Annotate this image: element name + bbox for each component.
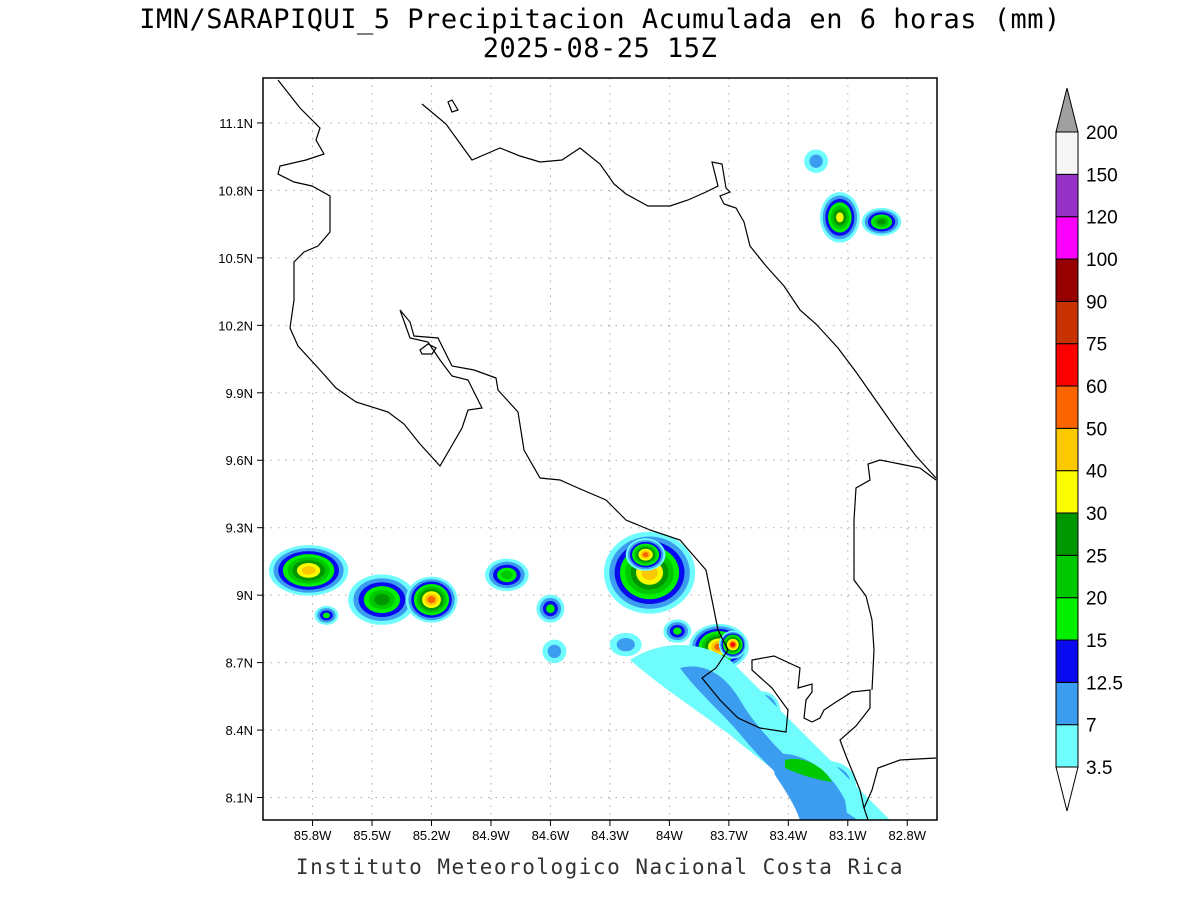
precip-band-south-green — [785, 758, 832, 782]
colorbar-swatch — [1055, 343, 1079, 387]
lon-tick-label: 83.4W — [770, 828, 808, 843]
colorbar-label: 60 — [1086, 377, 1107, 398]
precipitation-layer — [268, 149, 902, 820]
lat-tick-label: 11.1N — [219, 116, 253, 131]
lat-tick-label: 9.6N — [226, 453, 253, 468]
coastline-nicaragua — [277, 79, 871, 820]
colorbar-label: 120 — [1086, 208, 1118, 229]
precip-contour — [546, 604, 555, 614]
precip-contour — [809, 154, 823, 168]
colorbar-swatch — [1055, 724, 1079, 768]
lat-tick-label: 10.8N — [218, 183, 253, 198]
precip-contour — [374, 593, 390, 606]
coastline-islet — [419, 343, 437, 355]
precip-contour — [547, 644, 562, 659]
colorbar-label: 3.5 — [1086, 758, 1112, 779]
colorbar-swatch — [1055, 427, 1079, 472]
lat-tick-label: 9.3N — [226, 521, 253, 536]
precip-contour — [301, 566, 316, 575]
lat-tick-label: 8.1N — [226, 791, 253, 806]
map-valid-time: 2025-08-25 15Z — [482, 33, 718, 64]
lon-tick-label: 84.9W — [472, 828, 510, 843]
lon-tick-label: 82.8W — [888, 828, 926, 843]
lat-tick-label: 8.4N — [226, 723, 253, 738]
precip-band-south — [770, 753, 848, 820]
lat-tick-label: 10.2N — [218, 318, 253, 333]
colorbar-swatch — [1055, 131, 1079, 175]
coastline — [277, 79, 937, 820]
credit-footer: Instituto Meteorologico Nacional Costa R… — [295, 855, 905, 879]
colorbar-swatch — [1055, 385, 1079, 429]
colorbar-label: 200 — [1086, 123, 1118, 144]
precip-contour — [501, 570, 513, 580]
map-background — [263, 78, 937, 820]
precip-contour — [673, 627, 682, 635]
colorbar-label: 40 — [1086, 462, 1107, 483]
colorbar-label: 12.5 — [1086, 673, 1123, 694]
precip-contour — [877, 218, 886, 225]
colorbar-over-triangle — [1055, 87, 1079, 133]
colorbar-label: 90 — [1086, 292, 1107, 313]
lon-tick-label: 85.5W — [353, 828, 391, 843]
colorbar-swatch — [1055, 639, 1079, 683]
colorbar-under-triangle — [1055, 766, 1079, 812]
lon-tick-label: 84.6W — [532, 828, 570, 843]
colorbar-swatch — [1055, 470, 1079, 514]
colorbar-swatch — [1055, 173, 1079, 218]
lat-tick-label: 9.9N — [226, 386, 253, 401]
colorbar-swatch — [1055, 216, 1079, 260]
colorbar-swatch — [1055, 300, 1079, 345]
axis-labels: 11.1N 10.8N 10.5N 10.2N 9.9N 9.6N 9.3N 9N 8.7N 8.… — [218, 116, 926, 843]
precip-contour — [427, 596, 436, 604]
colorbar-label: 75 — [1086, 335, 1107, 356]
lat-tick-label: 9N — [236, 588, 253, 603]
precip-contour — [616, 637, 635, 652]
colorbar-swatch — [1055, 258, 1079, 302]
colorbar-label: 50 — [1086, 419, 1107, 440]
colorbar-label: 30 — [1086, 504, 1107, 525]
precip-contour — [836, 212, 844, 223]
lon-tick-label: 83.7W — [710, 828, 748, 843]
coastline-panama-south — [863, 757, 937, 809]
lon-tick-label: 85.8W — [294, 828, 332, 843]
precip-contour — [322, 612, 331, 619]
map-title: IMN/SARAPIQUI_5 Precipitacion Acumulada … — [139, 4, 1061, 35]
colorbar-swatch — [1055, 681, 1079, 726]
coastline-lake — [447, 99, 459, 113]
colorbar-label: 100 — [1086, 250, 1118, 271]
colorbar-label: 20 — [1086, 589, 1107, 610]
coastline-caribbean — [421, 103, 937, 479]
lat-tick-label: 10.5N — [218, 251, 253, 266]
precip-contour — [730, 642, 735, 647]
colorbar-swatch — [1055, 597, 1079, 641]
lat-tick-label: 8.7N — [226, 656, 253, 671]
lon-tick-label: 85.2W — [413, 828, 451, 843]
lon-tick-label: 83.1W — [829, 828, 867, 843]
colorbar-swatch — [1055, 512, 1079, 556]
colorbar-swatch — [1055, 554, 1079, 599]
colorbar-label: 25 — [1086, 546, 1107, 567]
colorbar: 3.5 7 12.5 15 20 25 30 40 50 60 75 90 100 120 150 200 — [1055, 87, 1123, 812]
lon-tick-label: 84.3W — [591, 828, 629, 843]
colorbar-label: 150 — [1086, 165, 1118, 186]
colorbar-label: 7 — [1086, 716, 1097, 737]
precip-contour — [642, 552, 649, 558]
colorbar-label: 15 — [1086, 631, 1107, 652]
lon-tick-label: 84W — [656, 828, 683, 843]
coastline-panama-caribbean — [853, 459, 937, 691]
map-frame — [262, 77, 938, 821]
